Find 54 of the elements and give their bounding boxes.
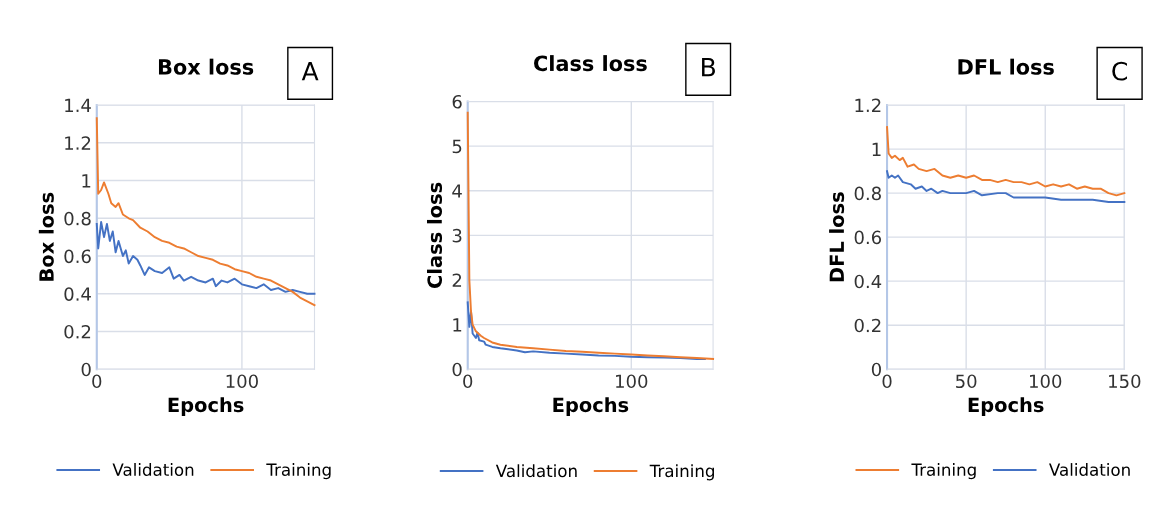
y-tick-label: 0.8: [64, 211, 91, 226]
y-tick-label: 1: [872, 142, 881, 156]
x-tick-label: 50: [956, 374, 977, 389]
x-axis-title: Epochs: [968, 397, 1044, 416]
line-series: [886, 170, 1126, 203]
y-tick-label: 1: [453, 318, 462, 332]
x-tick-label: 150: [1109, 374, 1141, 389]
y-tick-label: 0: [871, 362, 881, 377]
y-tick-label: 0.6: [64, 249, 91, 264]
y-axis-title: Box loss: [38, 192, 54, 281]
chart-title: Box loss: [158, 58, 254, 75]
y-axis-title: Class loss: [426, 182, 443, 288]
text: B: [702, 58, 715, 77]
x-tick-label: 100: [226, 374, 258, 389]
x-axis-title: Epochs: [553, 397, 629, 416]
legend-label: Training: [649, 464, 714, 481]
x-tick-label: 100: [616, 374, 648, 389]
y-tick-label: 0.2: [854, 318, 881, 333]
text: A: [301, 62, 319, 81]
legend-label: Validation: [1049, 463, 1130, 476]
line-series: [886, 126, 1126, 197]
y-tick-label: 1.2: [855, 98, 881, 112]
y-tick-label: 6: [452, 94, 462, 109]
y-tick-label: 1.4: [65, 98, 91, 112]
chart-title: DFL loss: [958, 58, 1054, 75]
line-series: [466, 301, 706, 360]
x-tick-label: 0: [92, 374, 102, 389]
y-tick-label: 0.8: [854, 186, 881, 201]
y-tick-label: 4: [452, 184, 462, 198]
legend-label: Training: [911, 463, 976, 480]
y-axis-title: DFL loss: [829, 192, 845, 282]
x-tick-label: 0: [882, 374, 892, 389]
y-tick-label: 0: [452, 362, 462, 377]
y-tick-label: 0: [81, 362, 91, 377]
line-series: [95, 117, 316, 307]
legend-label: Training: [266, 463, 331, 480]
line-series: [95, 221, 316, 295]
text: C: [1112, 61, 1127, 81]
y-tick-label: 0.4: [64, 287, 91, 301]
y-tick-label: 5: [452, 139, 462, 154]
y-tick-label: 0.6: [854, 230, 882, 245]
y-tick-label: 0.2: [64, 324, 91, 339]
chart-title: Class loss: [534, 55, 647, 72]
y-tick-label: 2: [452, 273, 462, 287]
x-tick-label: 100: [1030, 374, 1062, 389]
y-tick-label: 1: [82, 174, 91, 188]
x-axis-title: Epochs: [168, 397, 244, 416]
legend-label: Validation: [112, 463, 194, 476]
line-series: [466, 111, 715, 360]
y-tick-label: 3: [452, 228, 462, 243]
y-tick-label: 0.4: [854, 274, 882, 289]
x-tick-label: 0: [463, 374, 473, 389]
legend-label: Validation: [495, 464, 577, 478]
y-tick-label: 1.2: [65, 136, 91, 150]
